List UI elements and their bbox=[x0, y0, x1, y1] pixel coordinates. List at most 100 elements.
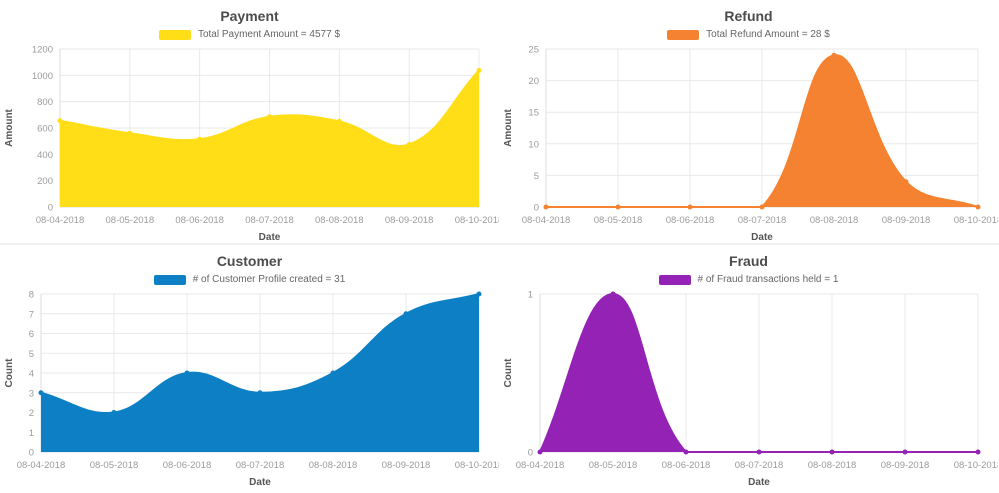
fraud-data-point-1[interactable] bbox=[610, 291, 616, 297]
customer-chart-title: Customer bbox=[216, 253, 283, 269]
fraud-data-point-6[interactable] bbox=[975, 449, 981, 455]
customer-y-axis-title: Count bbox=[4, 358, 15, 388]
payment-x-axis-title: Date bbox=[259, 232, 281, 243]
payment-chart-panel: Payment Total Payment Amount = 4577 $ 0 200… bbox=[0, 0, 499, 243]
customer-y-tick-label: 2 bbox=[29, 408, 34, 419]
refund-x-tick-label: 08-07-2018 bbox=[738, 215, 787, 226]
payment-y-tick-label: 0 bbox=[48, 203, 53, 214]
customer-chart-panel: Customer # of Customer Profile created = … bbox=[0, 245, 499, 488]
payment-y-tick-label: 800 bbox=[37, 97, 53, 108]
fraud-plot-canvas[interactable]: 0 1 08-04-2018 08-05-2018 08-06-2018 08-07-20… bbox=[499, 288, 998, 489]
payment-x-tick-label: 08-06-2018 bbox=[175, 215, 224, 226]
customer-y-tick-label: 0 bbox=[29, 448, 34, 459]
fraud-x-tick-label: 08-04-2018 bbox=[516, 460, 565, 471]
payment-x-tick-label: 08-04-2018 bbox=[36, 215, 85, 226]
refund-data-point-2[interactable] bbox=[687, 204, 693, 210]
customer-x-axis-title: Date bbox=[249, 477, 271, 488]
payment-y-tick-label: 400 bbox=[37, 150, 53, 161]
customer-x-tick-label: 08-10-2018 bbox=[455, 460, 499, 471]
fraud-chart-title: Fraud bbox=[729, 253, 768, 269]
fraud-legend-swatch-icon bbox=[658, 274, 691, 285]
customer-x-tick-label: 08-08-2018 bbox=[309, 460, 358, 471]
customer-y-tick-label: 5 bbox=[29, 349, 34, 360]
payment-y-axis-title: Amount bbox=[4, 108, 15, 146]
charts-row-top: Payment Total Payment Amount = 4577 $0 200… bbox=[0, 0, 999, 245]
payment-data-point-5[interactable] bbox=[406, 141, 412, 147]
refund-plot-canvas[interactable]: 0 5 10 15 20 25 08-04-2018 08-05-2018 08-06-2018… bbox=[499, 43, 998, 244]
customer-data-point-2[interactable] bbox=[184, 370, 190, 376]
payment-data-point-1[interactable] bbox=[127, 130, 133, 136]
refund-y-axis-title: Amount bbox=[503, 108, 514, 146]
refund-legend-swatch-icon bbox=[667, 29, 700, 40]
payment-data-point-0[interactable] bbox=[57, 118, 63, 124]
customer-data-point-6[interactable] bbox=[476, 291, 482, 297]
refund-legend-item[interactable]: Total Refund Amount = 28 $ bbox=[499, 26, 998, 43]
customer-area-fill bbox=[41, 294, 479, 452]
refund-area-fill bbox=[546, 55, 978, 207]
payment-data-point-2[interactable] bbox=[197, 136, 203, 142]
customer-x-tick-label: 08-05-2018 bbox=[90, 460, 139, 471]
customer-legend-label: # of Customer Profile created = 31 bbox=[192, 274, 346, 285]
refund-y-tick-label: 15 bbox=[528, 108, 539, 119]
payment-x-tick-label: 08-05-2018 bbox=[106, 215, 155, 226]
payment-data-point-6[interactable] bbox=[476, 67, 482, 73]
payment-chart-title: Payment bbox=[220, 8, 279, 24]
refund-y-tick-label: 0 bbox=[534, 203, 539, 214]
fraud-x-tick-label: 08-06-2018 bbox=[662, 460, 711, 471]
refund-data-point-3[interactable] bbox=[759, 204, 765, 210]
customer-data-point-5[interactable] bbox=[403, 311, 409, 317]
payment-x-tick-label: 08-07-2018 bbox=[245, 215, 294, 226]
refund-data-point-1[interactable] bbox=[615, 204, 621, 210]
fraud-legend-label: # of Fraud transactions held = 1 bbox=[697, 274, 839, 285]
refund-data-point-6[interactable] bbox=[975, 204, 981, 210]
fraud-legend-item[interactable]: # of Fraud transactions held = 1 bbox=[499, 271, 998, 288]
payment-legend-item[interactable]: Total Payment Amount = 4577 $ bbox=[0, 26, 499, 43]
refund-x-tick-label: 08-05-2018 bbox=[594, 215, 643, 226]
fraud-data-point-4[interactable] bbox=[829, 449, 835, 455]
customer-y-tick-label: 6 bbox=[29, 329, 34, 340]
customer-data-point-3[interactable] bbox=[257, 390, 263, 396]
customer-x-tick-label: 08-07-2018 bbox=[236, 460, 285, 471]
payment-y-tick-label: 1200 bbox=[32, 45, 53, 56]
customer-plot-canvas[interactable]: 0 1 2 3 4 5 6 7 8 08-04-2018 08-05-2018 08-06-2018 0… bbox=[0, 288, 499, 489]
refund-y-tick-label: 10 bbox=[528, 139, 539, 150]
payment-y-tick-label: 1000 bbox=[32, 71, 53, 82]
fraud-y-tick-label: 1 bbox=[528, 290, 533, 301]
payment-legend-label: Total Payment Amount = 4577 $ bbox=[197, 29, 341, 40]
fraud-data-point-3[interactable] bbox=[756, 449, 762, 455]
fraud-data-point-5[interactable] bbox=[902, 449, 908, 455]
fraud-x-axis-title: Date bbox=[748, 477, 770, 488]
payment-data-point-4[interactable] bbox=[336, 118, 342, 124]
refund-chart-title: Refund bbox=[724, 8, 773, 24]
refund-y-tick-label: 5 bbox=[534, 171, 539, 182]
refund-data-point-4[interactable] bbox=[831, 52, 837, 58]
customer-y-tick-label: 4 bbox=[29, 369, 34, 380]
refund-data-point-0[interactable] bbox=[543, 204, 549, 210]
customer-y-tick-label: 8 bbox=[29, 290, 34, 301]
customer-data-point-0[interactable] bbox=[38, 390, 44, 396]
customer-data-point-1[interactable] bbox=[111, 410, 117, 415]
fraud-y-axis-title: Count bbox=[503, 358, 514, 388]
payment-x-tick-label: 08-09-2018 bbox=[385, 215, 434, 226]
fraud-data-point-0[interactable] bbox=[537, 449, 543, 455]
refund-x-axis-title: Date bbox=[751, 232, 773, 243]
refund-y-tick-label: 20 bbox=[528, 76, 539, 87]
refund-x-tick-label: 08-06-2018 bbox=[666, 215, 715, 226]
refund-y-tick-label: 25 bbox=[528, 45, 539, 56]
fraud-x-tick-label: 08-05-2018 bbox=[589, 460, 638, 471]
payment-plot-canvas[interactable]: 0 200 400 600 800 1000 1200 08-04-2018 08-05-201… bbox=[0, 43, 499, 244]
payment-y-tick-label: 600 bbox=[37, 124, 53, 135]
customer-legend-item[interactable]: # of Customer Profile created = 31 bbox=[0, 271, 499, 288]
payment-x-tick-label: 08-10-2018 bbox=[455, 215, 499, 226]
customer-y-tick-label: 7 bbox=[29, 309, 34, 320]
refund-data-point-5[interactable] bbox=[903, 179, 909, 185]
fraud-data-point-2[interactable] bbox=[683, 449, 689, 455]
refund-x-tick-label: 08-04-2018 bbox=[522, 215, 571, 226]
fraud-x-tick-label: 08-07-2018 bbox=[735, 460, 784, 471]
payment-x-tick-label: 08-08-2018 bbox=[315, 215, 364, 226]
payment-y-tick-label: 200 bbox=[37, 176, 53, 187]
payment-data-point-3[interactable] bbox=[267, 114, 272, 120]
customer-data-point-4[interactable] bbox=[330, 370, 336, 376]
